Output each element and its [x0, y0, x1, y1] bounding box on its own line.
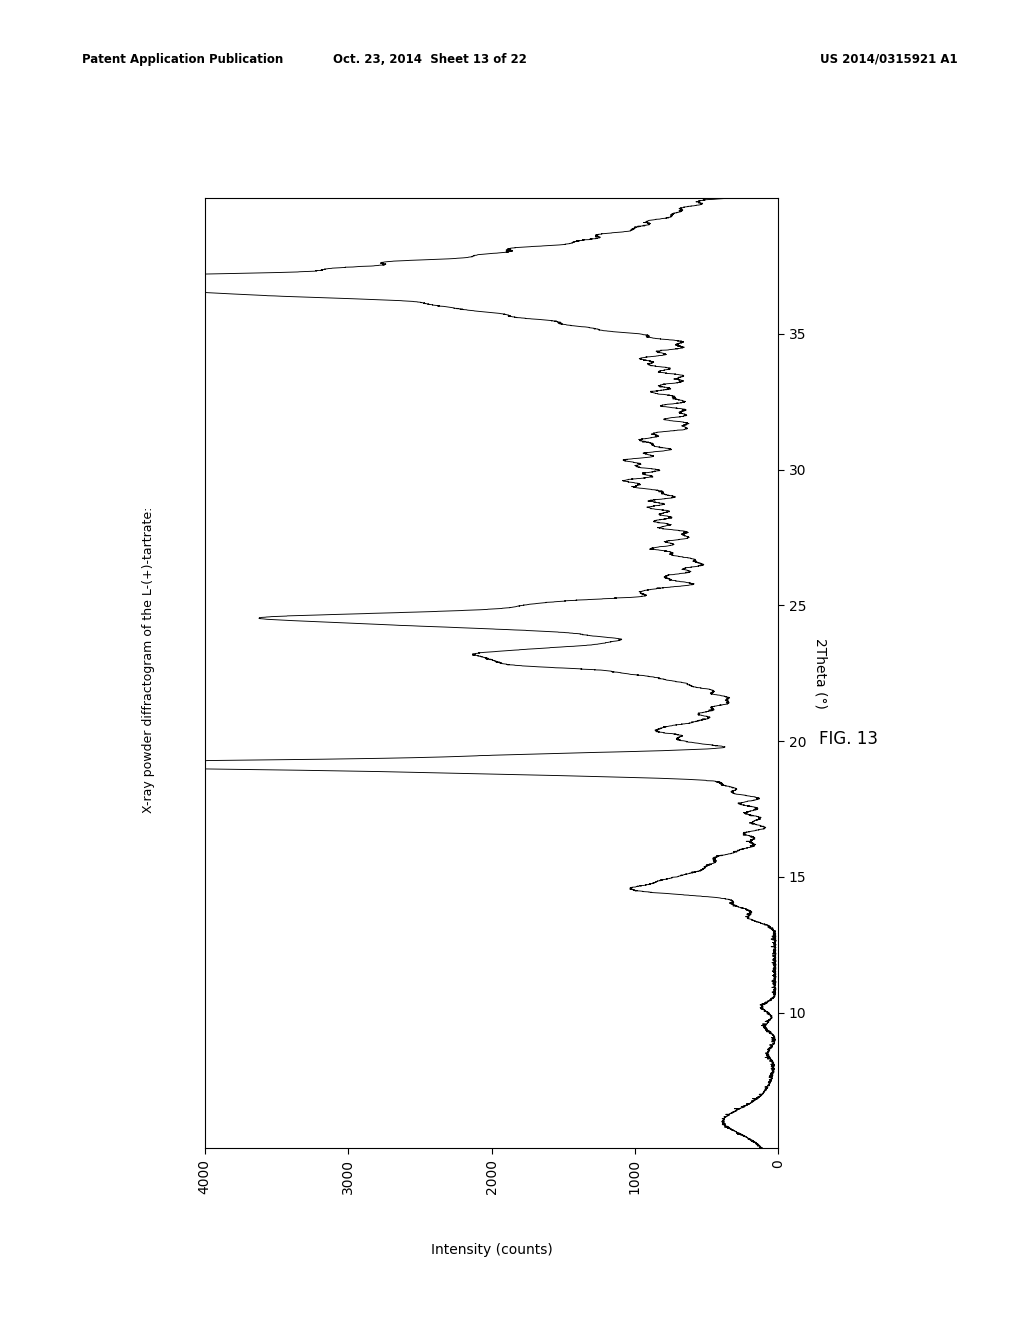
Text: US 2014/0315921 A1: US 2014/0315921 A1: [820, 53, 957, 66]
Text: X-ray powder diffractogram of the L-(+)-tartrate:: X-ray powder diffractogram of the L-(+)-…: [142, 507, 155, 813]
Text: Patent Application Publication: Patent Application Publication: [82, 53, 284, 66]
X-axis label: Intensity (counts): Intensity (counts): [431, 1242, 552, 1257]
Text: FIG. 13: FIG. 13: [819, 730, 879, 748]
Text: Oct. 23, 2014  Sheet 13 of 22: Oct. 23, 2014 Sheet 13 of 22: [333, 53, 527, 66]
Y-axis label: 2Theta (°): 2Theta (°): [813, 638, 827, 709]
